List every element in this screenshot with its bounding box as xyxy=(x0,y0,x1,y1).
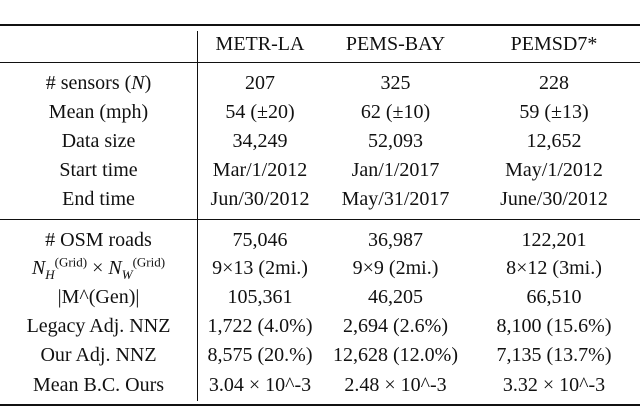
row-label: Legacy Adj. NNZ xyxy=(26,315,171,337)
table-cell: 1,722 (4.0%) xyxy=(207,315,313,337)
table-cell: May/31/2017 xyxy=(341,188,450,210)
row-label: # OSM roads xyxy=(45,229,152,251)
table-cell: 105,361 xyxy=(227,286,293,308)
row-label: Start time xyxy=(59,159,138,181)
table-cell: 122,201 xyxy=(521,229,587,251)
table-row: NH(Grid) × NW(Grid) 9×13 (2mi.) 9×9 (2mi.)… xyxy=(0,254,640,283)
table-cell: 2,694 (2.6%) xyxy=(343,315,448,337)
table-row: Our Adj. NNZ 8,575 (20.%) 12,628 (12.0%) 7,… xyxy=(0,341,640,370)
table-cell: 8,100 (15.6%) xyxy=(496,315,612,337)
table-cell: 325 xyxy=(380,72,411,94)
row-label: Mean (mph) xyxy=(48,101,149,123)
header-pemsd7: PEMSD7* xyxy=(510,33,598,55)
table-cell: 8×12 (3mi.) xyxy=(506,257,602,279)
table-row: # sensors (N) 207 325 228 xyxy=(0,69,640,98)
table-row: Data size 34,249 52,093 12,652 xyxy=(0,127,640,156)
table-cell: 3.04 × 10^-3 xyxy=(208,374,312,396)
table-cell: 36,987 xyxy=(368,229,423,251)
row-label: # sensors (N) xyxy=(45,72,152,94)
table-cell: 62 (±10) xyxy=(360,101,431,123)
header-rule xyxy=(0,62,640,63)
table-cell: 9×9 (2mi.) xyxy=(352,257,439,279)
table-cell: Jan/1/2017 xyxy=(351,159,440,181)
table-cell: Mar/1/2012 xyxy=(212,159,308,181)
header-row: METR-LA PEMS-BAY PEMSD7* xyxy=(0,30,640,59)
column-separator xyxy=(197,31,198,401)
table-cell: 207 xyxy=(245,72,275,94)
row-label: Data size xyxy=(61,130,136,152)
bottom-rule xyxy=(0,404,640,406)
table-row: |M^(Gen)| 105,361 46,205 66,510 xyxy=(0,283,640,312)
mid-rule xyxy=(0,219,640,220)
table-cell: May/1/2012 xyxy=(505,159,603,181)
table-cell: 54 (±20) xyxy=(225,101,295,123)
table-cell: 12,652 xyxy=(526,130,582,152)
table-cell: June/30/2012 xyxy=(500,188,608,210)
table-cell: 228 xyxy=(539,72,569,94)
table-cell: 46,205 xyxy=(368,286,423,308)
row-label: |M^(Gen)| xyxy=(57,286,140,308)
table-cell: 9×13 (2mi.) xyxy=(212,257,308,279)
table-cell: 59 (±13) xyxy=(519,101,589,123)
table-cell: 12,628 (12.0%) xyxy=(333,344,458,366)
table-cell: Jun/30/2012 xyxy=(210,188,310,210)
table-row: Legacy Adj. NNZ 1,722 (4.0%) 2,694 (2.6%) 8… xyxy=(0,312,640,341)
row-label: Our Adj. NNZ xyxy=(40,344,157,366)
table-row: Mean (mph) 54 (±20) 62 (±10) 59 (±13) xyxy=(0,98,640,127)
table-cell: 66,510 xyxy=(526,286,582,308)
table-cell: 52,093 xyxy=(368,130,423,152)
header-pems-bay: PEMS-BAY xyxy=(345,33,446,55)
table-row: Mean B.C. Ours 3.04 × 10^-3 2.48 × 10^-3 3.… xyxy=(0,371,640,400)
table-cell: 7,135 (13.7%) xyxy=(496,344,612,366)
table-cell: 8,575 (20.%) xyxy=(207,344,313,366)
row-label: Mean B.C. Ours xyxy=(32,374,165,396)
table-cell: 2.48 × 10^-3 xyxy=(344,374,447,396)
table-row: Start time Mar/1/2012 Jan/1/2017 May/1/2012 xyxy=(0,156,640,185)
row-label: End time xyxy=(62,188,135,210)
table-row: # OSM roads 75,046 36,987 122,201 xyxy=(0,226,640,255)
table-row: End time Jun/30/2012 May/31/2017 June/30/20… xyxy=(0,185,640,214)
table-cell: 34,249 xyxy=(232,130,288,152)
table-cell: 75,046 xyxy=(232,229,288,251)
table-cell: 3.32 × 10^-3 xyxy=(502,374,606,396)
row-label: NH(Grid) × NW(Grid) xyxy=(31,254,166,282)
header-metr-la: METR-LA xyxy=(215,33,305,55)
top-rule xyxy=(0,24,640,26)
